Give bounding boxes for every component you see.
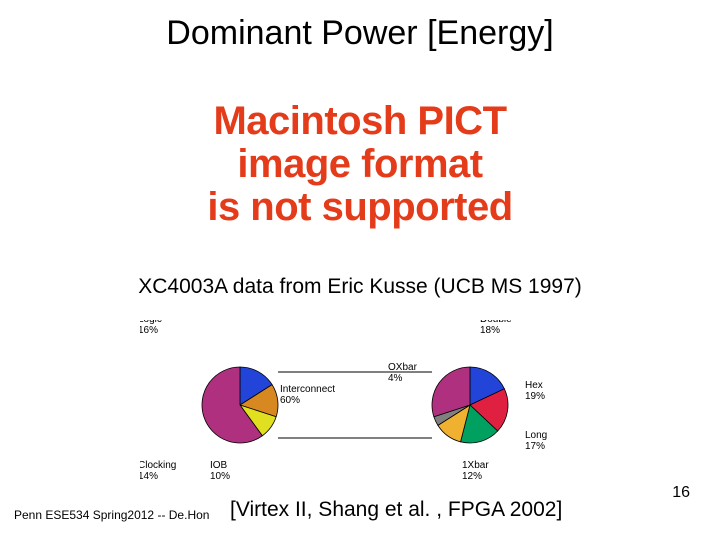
page-title: Dominant Power [Energy] (0, 0, 720, 53)
svg-text:Hex: Hex (525, 380, 543, 391)
svg-text:18%: 18% (480, 325, 500, 336)
piecharts-area: Logic16%Clocking14%IOB10%Interconnect60%… (140, 320, 580, 480)
svg-text:17%: 17% (525, 441, 545, 452)
citation-virtex: [Virtex II, Shang et al. , FPGA 2002] (230, 498, 562, 522)
footer-course: Penn ESE534 Spring2012 -- De.Hon (14, 508, 209, 522)
piecharts-svg: Logic16%Clocking14%IOB10%Interconnect60%… (140, 320, 580, 485)
svg-text:4%: 4% (388, 373, 403, 384)
pict-line2: image format (237, 142, 482, 186)
svg-text:Long: Long (525, 430, 547, 441)
svg-text:14%: 14% (140, 471, 158, 482)
svg-text:60%: 60% (280, 395, 300, 406)
svg-text:16%: 16% (140, 325, 158, 336)
page-number: 16 (672, 484, 690, 502)
svg-text:OXbar: OXbar (388, 362, 418, 373)
pict-line1: Macintosh PICT (213, 99, 506, 143)
caption-xc4003a: XC4003A data from Eric Kusse (UCB MS 199… (0, 275, 720, 299)
svg-text:12%: 12% (462, 471, 482, 482)
svg-text:1Xbar: 1Xbar (462, 460, 489, 471)
svg-text:Clocking: Clocking (140, 460, 176, 471)
svg-text:Interconnect: Interconnect (280, 384, 335, 395)
pict-line3: is not supported (207, 185, 512, 229)
svg-text:10%: 10% (210, 471, 230, 482)
svg-text:IOB: IOB (210, 460, 228, 471)
svg-text:19%: 19% (525, 391, 545, 402)
pict-error-text: Macintosh PICT image format is not suppo… (120, 100, 600, 230)
